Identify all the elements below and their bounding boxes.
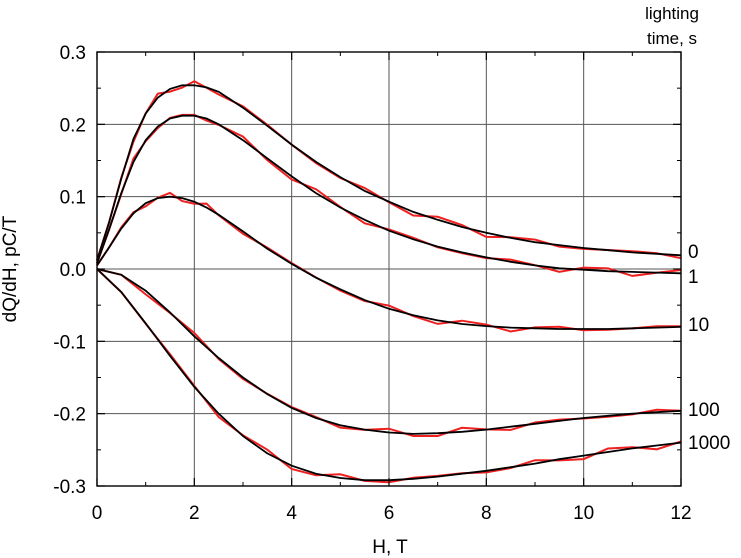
series-label: 100 xyxy=(688,400,720,421)
y-tick-label: -0.2 xyxy=(53,405,86,426)
series-fit-line xyxy=(96,195,682,330)
y-tick-label: 0.3 xyxy=(60,43,86,64)
grid xyxy=(97,52,681,486)
series-label: 10 xyxy=(688,315,709,336)
x-tick-label: 6 xyxy=(384,503,395,524)
x-tick-label: 10 xyxy=(573,503,594,524)
y-tick-label: 0.1 xyxy=(60,188,86,209)
series-label: 1 xyxy=(688,267,699,288)
series-measured-line xyxy=(96,113,682,277)
y-tick-label: 0.0 xyxy=(60,260,86,281)
legend-title-line-2: time, s xyxy=(647,29,697,48)
x-axis-title: H, T xyxy=(372,537,408,558)
series-fit-line xyxy=(96,84,682,261)
y-tick-label: -0.1 xyxy=(53,332,86,353)
series-label: 0 xyxy=(688,242,699,263)
ticks: 0 2 4 6 8 10 12 -0.3 -0.2 -0.1 0.0 0.1 0.2 0.3 xyxy=(53,43,691,524)
series-fit-line xyxy=(96,268,682,435)
series-label: 1000 xyxy=(688,433,730,454)
series-layer: 0 1 10 100 1000 xyxy=(96,80,730,484)
y-tick-label: -0.3 xyxy=(53,477,86,498)
labels: H, T dQ/dH, pC/T lighting time, s xyxy=(0,4,699,558)
y-tick-label: 0.2 xyxy=(60,115,86,136)
x-tick-label: 2 xyxy=(189,503,200,524)
x-tick-label: 0 xyxy=(92,503,103,524)
x-tick-label: 12 xyxy=(670,503,691,524)
x-tick-label: 4 xyxy=(286,503,297,524)
y-axis-title: dQ/dH, pC/T xyxy=(0,215,21,322)
legend-title-line-1: lighting xyxy=(645,4,699,23)
series-fit-line xyxy=(96,114,682,275)
x-tick-label: 8 xyxy=(481,503,492,524)
